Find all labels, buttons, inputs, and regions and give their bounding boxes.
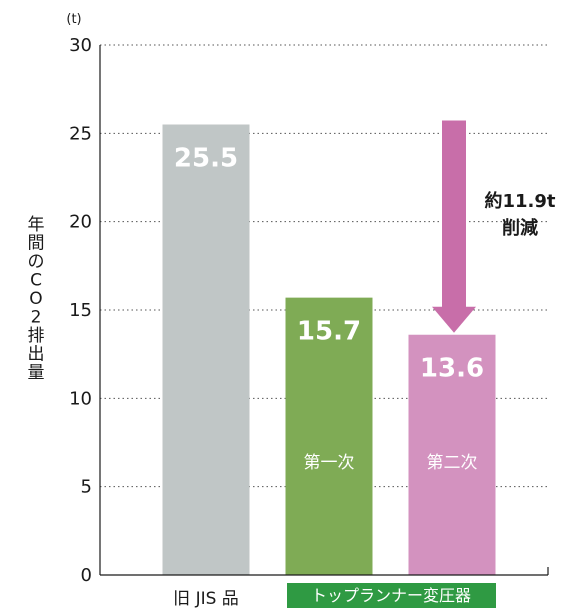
bar-value-label: 25.5 xyxy=(174,144,238,174)
reduction-arrow-shape xyxy=(432,120,476,333)
y-tick-label: 15 xyxy=(69,300,92,321)
y-axis-label-char: 間 xyxy=(28,234,45,254)
annotation-amount: 約11.9t xyxy=(484,190,555,212)
bar-value-label: 15.7 xyxy=(297,317,361,347)
bar xyxy=(408,334,496,575)
group-label: トップランナー変圧器 xyxy=(311,586,471,605)
bars: 25.5 15.7 第一次 13.6 第二次 xyxy=(162,124,496,575)
axes xyxy=(99,45,549,576)
y-tick-label: 10 xyxy=(69,388,92,409)
y-axis-label-char: 量 xyxy=(28,363,45,383)
annotation-text: 削減 xyxy=(502,217,538,239)
x-category-labels: 旧 JIS 品 トップランナー変圧器 xyxy=(173,583,496,609)
bar xyxy=(285,297,373,575)
bar-series-label: 第一次 xyxy=(304,453,355,473)
y-axis-label-char: O xyxy=(29,289,42,309)
y-tick-labels: 0 5 10 15 20 25 30 xyxy=(69,35,92,586)
reduction-arrow: 約11.9t 削減 xyxy=(432,120,556,333)
y-unit-label: (t) xyxy=(66,12,81,27)
y-axis-label-char: C xyxy=(30,271,42,291)
x-category-label: 旧 JIS 品 xyxy=(173,589,239,609)
bar xyxy=(162,124,250,575)
y-axis-label-char: 年 xyxy=(28,215,45,235)
y-axis-label-char: 2 xyxy=(31,308,42,328)
group-label-box xyxy=(287,583,496,608)
bar-series-label: 第二次 xyxy=(427,453,478,473)
bar-value-label: 13.6 xyxy=(420,354,484,384)
y-tick-label: 30 xyxy=(69,35,92,56)
y-tick-label: 0 xyxy=(81,565,92,586)
y-axis-label-char: 出 xyxy=(28,345,45,365)
y-tick-label: 25 xyxy=(69,123,92,144)
y-axis-label-char: 排 xyxy=(28,326,45,346)
y-tick-label: 20 xyxy=(69,212,92,233)
y-axis-label-char: の xyxy=(28,252,45,272)
y-tick-label: 5 xyxy=(81,477,92,498)
